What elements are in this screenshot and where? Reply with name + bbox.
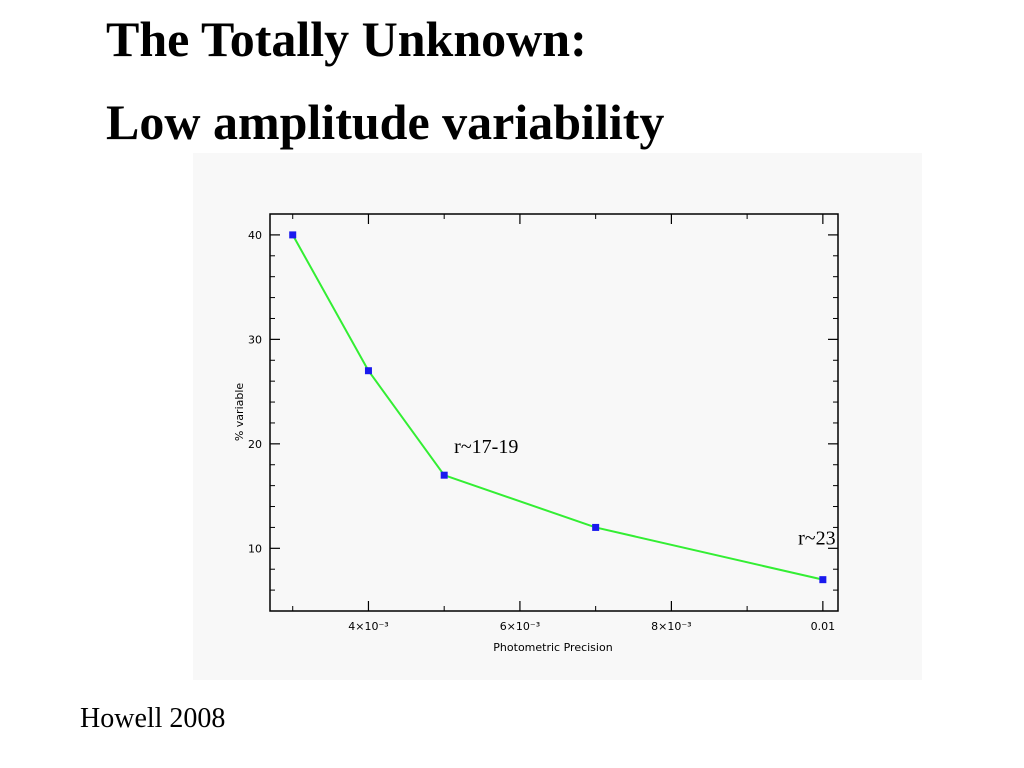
slide-title-line-1: The Totally Unknown: bbox=[106, 11, 587, 67]
annotation-label: r~17-19 bbox=[454, 436, 518, 458]
annotations: r~17-19 r~23 bbox=[454, 436, 835, 549]
series-line bbox=[291, 234, 824, 581]
series-markers bbox=[289, 231, 827, 584]
slide-title-line-2: Low amplitude variability bbox=[106, 94, 665, 150]
data-point bbox=[289, 231, 297, 239]
annotation-label: r~23 bbox=[798, 528, 835, 550]
data-point bbox=[440, 471, 448, 479]
x-axis-label: Photometric Precision bbox=[493, 641, 612, 654]
data-point bbox=[592, 523, 600, 531]
x-tick-label: 0.01 bbox=[811, 620, 836, 633]
y-tick-label: 20 bbox=[248, 438, 262, 451]
y-tick-label: 30 bbox=[248, 333, 262, 346]
data-point bbox=[819, 576, 827, 584]
x-tick-label: 8×10⁻³ bbox=[651, 620, 691, 633]
y-tick-label: 10 bbox=[248, 542, 262, 555]
x-tick-label: 4×10⁻³ bbox=[348, 620, 388, 633]
axis-ticks bbox=[270, 213, 838, 612]
plot-frame bbox=[269, 213, 839, 612]
data-point bbox=[364, 367, 372, 375]
source-credit: Howell 2008 bbox=[80, 703, 226, 734]
x-tick-label: 6×10⁻³ bbox=[500, 620, 540, 633]
axis-tick-labels: 10 20 30 40 4×10⁻³ 6×10⁻³ 8×10⁻³ 0.01 bbox=[248, 229, 835, 633]
y-tick-label: 40 bbox=[248, 229, 262, 242]
chart-panel: 10 20 30 40 4×10⁻³ 6×10⁻³ 8×10⁻³ 0.01 r~17-19 r~… bbox=[193, 153, 922, 680]
y-axis-label: % variable bbox=[233, 383, 246, 442]
